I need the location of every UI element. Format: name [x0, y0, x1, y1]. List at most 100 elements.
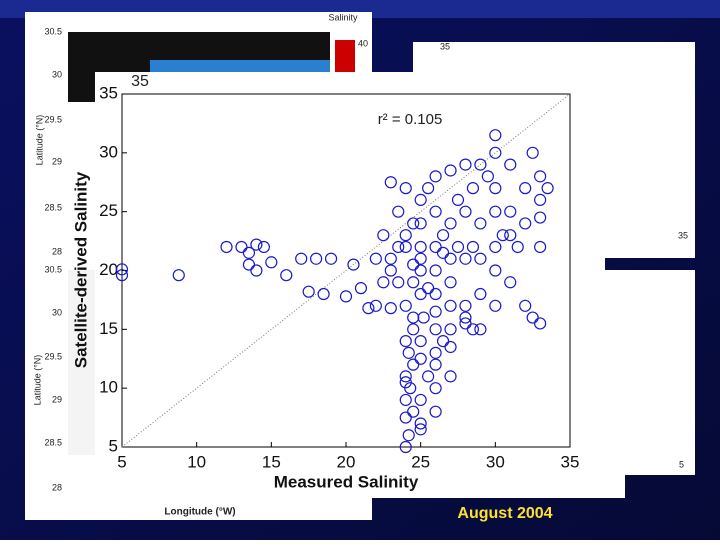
- map-tick-label: 30.5: [44, 264, 62, 274]
- point: [541, 182, 554, 195]
- point: [534, 317, 547, 330]
- point: [402, 429, 415, 442]
- figure-panel-bottom: [58, 455, 625, 498]
- colorbar-title: Salinity: [328, 12, 358, 22]
- map-tick-label: 28: [52, 482, 62, 492]
- point: [429, 358, 442, 371]
- point: [407, 276, 420, 289]
- point: [422, 370, 435, 383]
- point: [399, 411, 412, 424]
- map-tick-label: 29.5: [44, 114, 62, 124]
- point: [242, 258, 256, 271]
- point: [436, 335, 450, 348]
- point: [347, 258, 360, 271]
- point: [414, 252, 427, 265]
- point: [384, 176, 397, 189]
- point: [474, 158, 487, 171]
- point: [489, 205, 502, 218]
- y-axis-label: Satellite-derived Salinity: [71, 171, 90, 368]
- point: [459, 299, 472, 312]
- point: [384, 252, 397, 265]
- point: [384, 264, 397, 277]
- map-tick-label: 29: [52, 394, 62, 404]
- map-tick-label: 28.5: [44, 437, 62, 447]
- point: [459, 205, 472, 218]
- point: [429, 264, 442, 277]
- point: [414, 393, 427, 407]
- point: [429, 287, 442, 301]
- x-tick-label: 5: [117, 452, 126, 471]
- point: [392, 205, 405, 218]
- point: [444, 217, 457, 230]
- point: [526, 311, 539, 324]
- map-tick-label: 29: [52, 156, 62, 166]
- point: [429, 205, 442, 218]
- point: [369, 299, 382, 312]
- point: [459, 317, 472, 330]
- point: [489, 146, 502, 159]
- point: [474, 287, 487, 301]
- point: [519, 217, 532, 230]
- point: [429, 240, 442, 254]
- point: [399, 335, 412, 348]
- point: [115, 269, 129, 282]
- point: [414, 335, 427, 348]
- point: [459, 252, 472, 265]
- point: [422, 282, 435, 295]
- x-tick-label: 35: [561, 452, 580, 471]
- point: [489, 129, 502, 142]
- point: [402, 346, 415, 359]
- point: [399, 393, 412, 407]
- point: [496, 229, 509, 242]
- point: [481, 170, 494, 183]
- point: [257, 240, 270, 254]
- map-tick-label: 28.5: [44, 202, 62, 212]
- point: [474, 252, 487, 265]
- point: [384, 302, 397, 315]
- point: [444, 299, 457, 312]
- y-tick-label: 30: [99, 142, 118, 161]
- point: [354, 282, 368, 295]
- point: [519, 182, 532, 195]
- point: [295, 252, 308, 265]
- point: [429, 170, 442, 183]
- point: [534, 193, 547, 206]
- point: [444, 164, 457, 177]
- y-tick-label: 15: [99, 319, 118, 338]
- x-tick-label: 25: [411, 452, 430, 471]
- point: [392, 240, 405, 254]
- point: [250, 238, 263, 251]
- map-tick-label: 28: [52, 246, 62, 256]
- point: [250, 264, 263, 277]
- point: [534, 211, 547, 224]
- point: [399, 376, 412, 389]
- y-tick-label: 25: [99, 201, 118, 220]
- point: [429, 305, 442, 318]
- point: [414, 217, 427, 230]
- point: [504, 158, 517, 171]
- point: [466, 240, 480, 254]
- point: [414, 417, 427, 430]
- x-tick-label: 20: [337, 452, 356, 471]
- point: [414, 240, 427, 254]
- point: [414, 287, 427, 301]
- point: [392, 276, 405, 289]
- point: [407, 217, 420, 230]
- point: [115, 263, 129, 276]
- point: [407, 405, 420, 418]
- reference-line: [121, 93, 571, 448]
- point: [172, 269, 185, 282]
- point: [407, 323, 420, 336]
- map-tick-label: 30: [52, 307, 62, 317]
- point: [399, 240, 412, 254]
- point: [339, 290, 353, 303]
- point: [534, 170, 547, 183]
- point: [429, 346, 442, 359]
- hidden-tick: 35: [131, 73, 149, 90]
- point: [504, 205, 517, 218]
- point: [317, 287, 330, 301]
- point: [399, 370, 412, 383]
- point: [489, 264, 502, 277]
- tick-label: 35: [678, 230, 688, 240]
- point: [444, 370, 457, 383]
